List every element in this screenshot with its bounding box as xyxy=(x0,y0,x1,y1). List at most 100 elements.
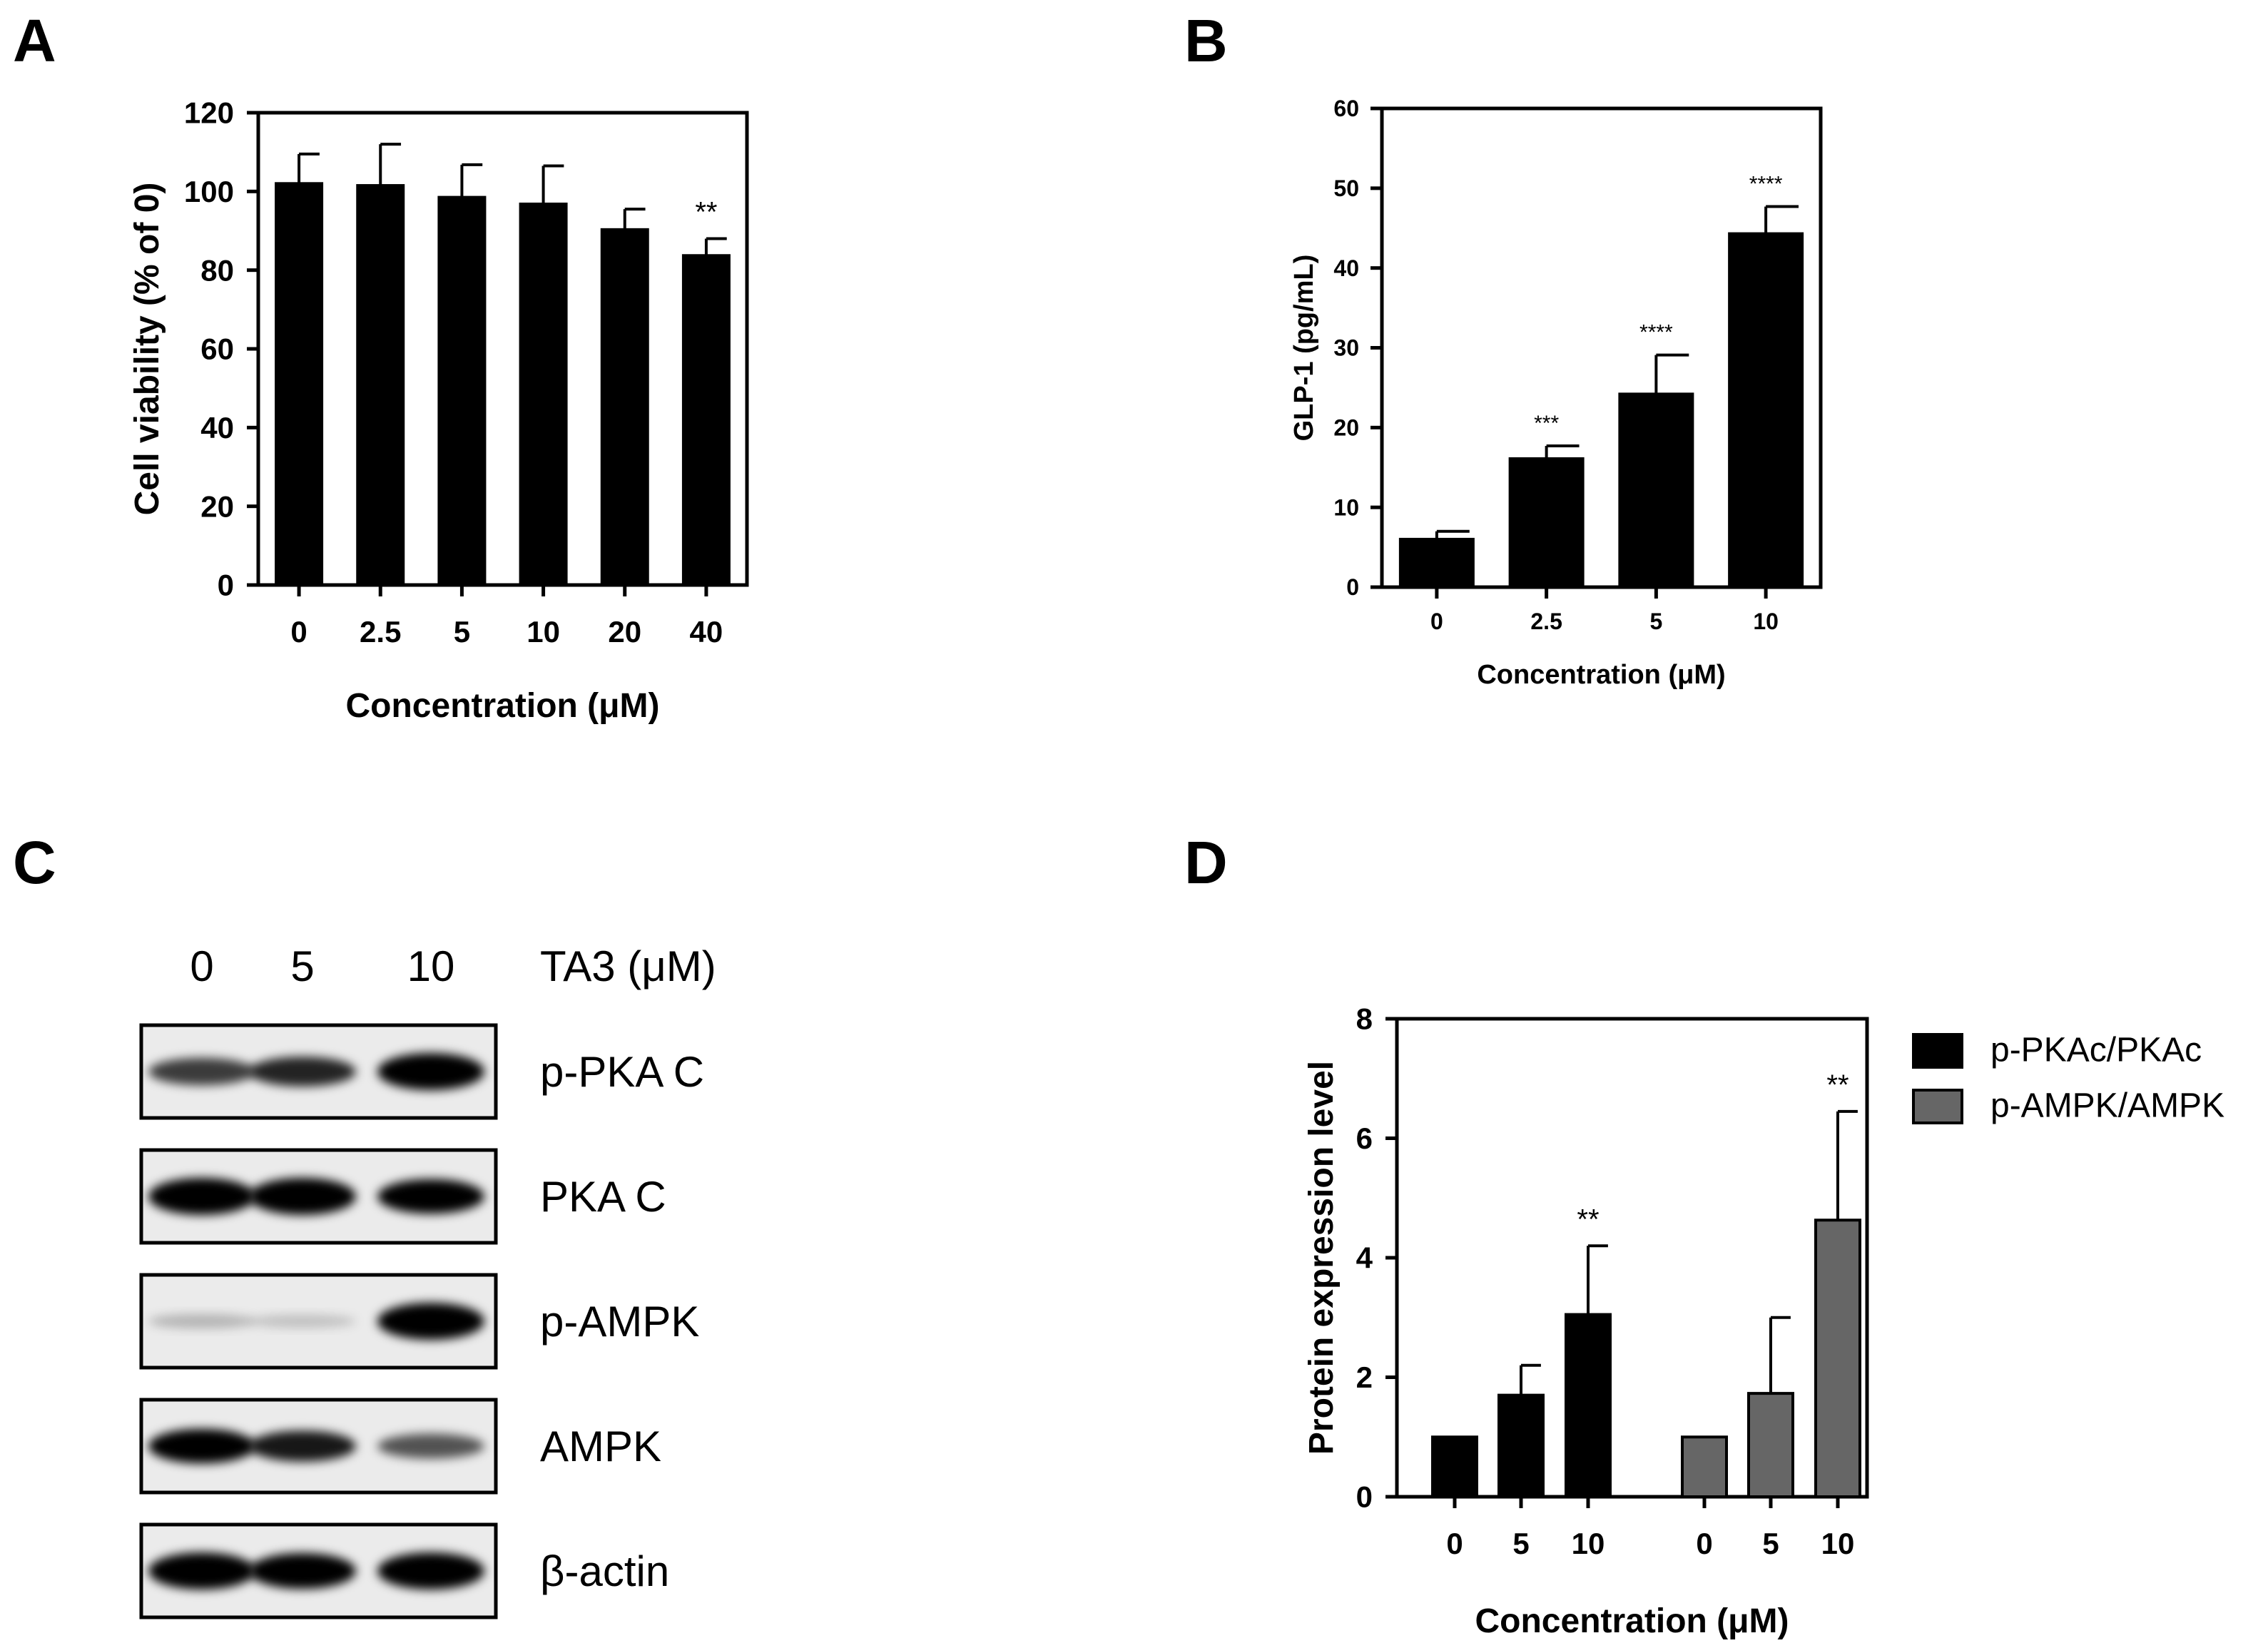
x-tick-label: 10 xyxy=(1572,1527,1605,1560)
bar xyxy=(437,195,487,586)
blot-band xyxy=(249,1057,356,1087)
blot-band xyxy=(249,1314,356,1328)
significance-marker: *** xyxy=(1534,412,1559,435)
x-tick-label: 40 xyxy=(690,615,723,648)
blot-band xyxy=(148,1313,255,1329)
blot-band xyxy=(377,1433,484,1459)
y-tick-label: 40 xyxy=(200,411,234,444)
treatment-label: TA3 (μM) xyxy=(540,942,716,990)
y-axis-label: Cell viability (% of 0) xyxy=(128,183,166,516)
lane-label: 10 xyxy=(407,942,455,990)
blot-band xyxy=(249,1552,356,1589)
x-tick-label: 10 xyxy=(527,615,560,648)
bar xyxy=(1431,1435,1478,1498)
significance-marker: ** xyxy=(1826,1069,1849,1101)
blot-row: p-AMPK xyxy=(139,1273,699,1370)
significance-marker: **** xyxy=(1639,321,1673,345)
bar xyxy=(356,184,405,586)
x-tick-label: 5 xyxy=(454,615,470,648)
y-tick-label: 60 xyxy=(200,332,234,366)
bar xyxy=(1681,1435,1728,1498)
blot-band xyxy=(377,1303,484,1340)
bar xyxy=(519,202,568,586)
x-tick-label: 10 xyxy=(1753,609,1779,634)
x-tick-label: 0 xyxy=(1430,609,1443,634)
blot-row-label: β-actin xyxy=(540,1547,669,1595)
legend-swatch xyxy=(1912,1033,1963,1069)
bar xyxy=(1728,232,1804,589)
series-0 xyxy=(1431,1244,1612,1498)
y-axis-label: Protein expression level xyxy=(1303,1061,1341,1455)
x-tick-label: 0 xyxy=(1446,1527,1463,1560)
series-1 xyxy=(1681,1109,1861,1499)
chart-a: A 0 20 40 60 80 100 120 0 2.5 5 10 20 40 ** Concentrati… xyxy=(13,7,749,725)
y-tick-label: 0 xyxy=(1356,1480,1373,1514)
blot-band xyxy=(148,1057,255,1086)
blot-row: PKA C xyxy=(139,1148,666,1245)
lane-label: 0 xyxy=(190,942,213,990)
blot-row: p-PKA C xyxy=(139,1023,704,1120)
series-0 xyxy=(1398,205,1804,589)
y-tick-label: 20 xyxy=(1333,415,1359,441)
significance-marker: **** xyxy=(1749,173,1783,196)
panel-label-b: B xyxy=(1184,7,1228,74)
blot-band xyxy=(249,1178,356,1215)
axes: 0 10 20 30 40 50 60 0 2.5 5 10 xyxy=(1333,96,1823,634)
blot-band xyxy=(148,1428,255,1464)
y-tick-label: 50 xyxy=(1333,176,1359,201)
y-tick-label: 80 xyxy=(200,253,234,287)
x-tick-label: 10 xyxy=(1821,1527,1855,1560)
x-axis-label: Concentration (μM) xyxy=(1477,660,1725,690)
bar xyxy=(1398,537,1475,589)
x-tick-label: 5 xyxy=(1512,1527,1529,1560)
blot-row: AMPK xyxy=(139,1398,661,1495)
x-tick-label: 0 xyxy=(290,615,307,648)
series-0 xyxy=(275,143,731,586)
bar xyxy=(1565,1313,1612,1498)
x-tick-label: 0 xyxy=(1696,1527,1712,1560)
x-tick-label: 2.5 xyxy=(1530,609,1562,634)
bar xyxy=(681,254,731,586)
y-tick-label: 30 xyxy=(1333,335,1359,361)
y-tick-label: 20 xyxy=(200,489,234,523)
blot-row-label: p-AMPK xyxy=(540,1298,699,1346)
y-tick-label: 0 xyxy=(218,569,234,602)
y-tick-label: 120 xyxy=(184,96,234,130)
x-tick-label: 5 xyxy=(1762,1527,1779,1560)
blot-row-label: PKA C xyxy=(540,1173,666,1221)
chart-d: D 0 2 4 6 8 0 5 10 0 5 10 ** ** Concentration (μM) Prot… xyxy=(1184,829,2224,1640)
bar xyxy=(275,182,324,586)
y-tick-label: 100 xyxy=(184,175,234,208)
plot-frame xyxy=(256,111,749,587)
significance-marker: ** xyxy=(695,197,717,228)
x-tick-label: 20 xyxy=(608,615,641,648)
legend-label: p-PKAc/PKAc xyxy=(1990,1032,2202,1069)
bar xyxy=(1814,1219,1861,1499)
axes: 0 20 40 60 80 100 120 0 2.5 5 10 20 40 xyxy=(184,96,749,648)
x-tick-label: 5 xyxy=(1649,609,1662,634)
significance-marker: ** xyxy=(1577,1204,1599,1235)
x-tick-label: 2.5 xyxy=(360,615,401,648)
plot-frame xyxy=(1395,1017,1869,1499)
blot-band xyxy=(148,1552,255,1589)
legend: p-PKAc/PKAc p-AMPK/AMPK xyxy=(1912,1032,2224,1125)
western-blot: C 0 5 10 TA3 (μM) p-PKA C PKA C p-AMPK AMPK β-act… xyxy=(13,829,716,1619)
x-axis-label: Concentration (μM) xyxy=(346,687,660,725)
blot-band xyxy=(249,1430,356,1462)
panel-label-c: C xyxy=(13,829,56,896)
y-axis-label: GLP-1 (pg/mL) xyxy=(1289,255,1319,442)
blot-row-label: p-PKA C xyxy=(540,1048,704,1096)
blot-band xyxy=(148,1178,255,1215)
y-tick-label: 8 xyxy=(1356,1002,1373,1036)
panel-label-a: A xyxy=(13,7,56,74)
blot-band xyxy=(377,1179,484,1214)
y-tick-label: 40 xyxy=(1333,255,1359,281)
blot-band xyxy=(377,1053,484,1090)
blot-band xyxy=(377,1552,484,1589)
blot-row-label: AMPK xyxy=(540,1423,661,1470)
bar xyxy=(1747,1392,1794,1499)
legend-swatch xyxy=(1912,1089,1963,1124)
y-tick-label: 6 xyxy=(1356,1121,1373,1155)
